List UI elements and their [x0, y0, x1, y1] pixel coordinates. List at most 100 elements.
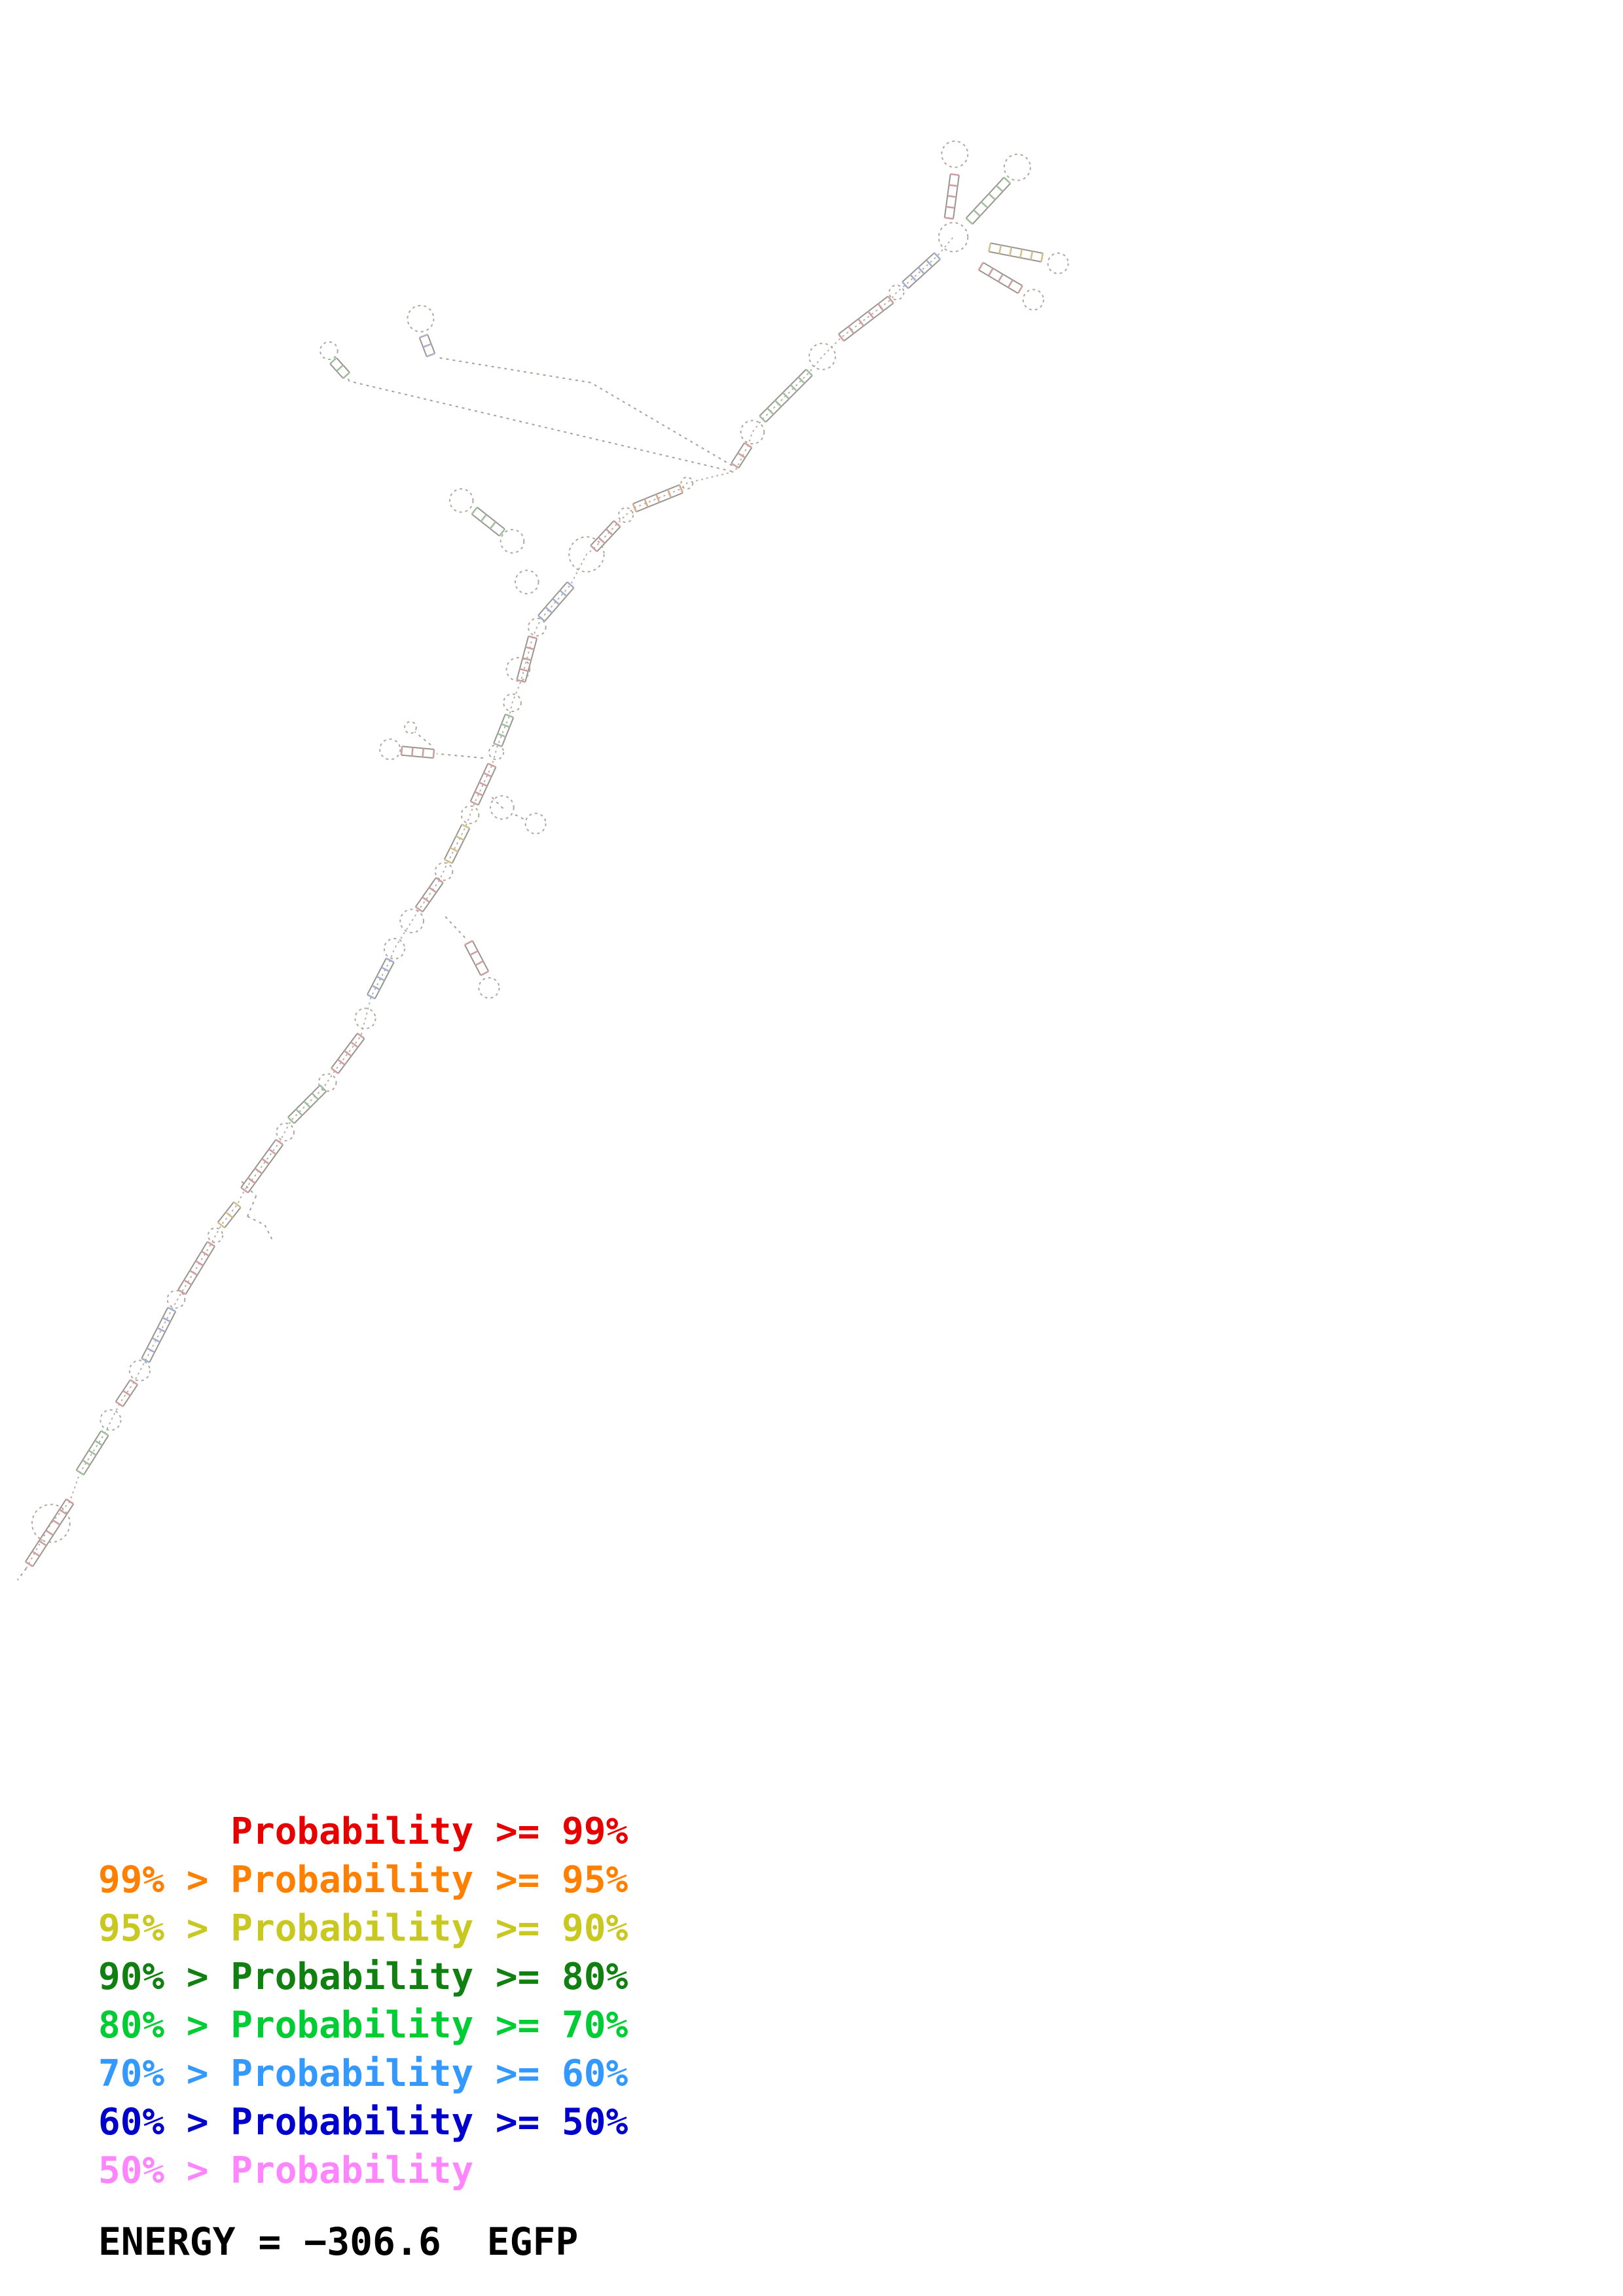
loop-circle: [1022, 289, 1044, 311]
base-pair-rung: [545, 606, 553, 614]
base-pair-rung: [247, 1177, 256, 1184]
loop-circle: [383, 937, 405, 960]
base-pair-rung: [240, 1187, 249, 1194]
single-strand-line: [16, 1568, 27, 1581]
base-pair-rung: [38, 1540, 47, 1547]
base-pair-rung: [767, 407, 775, 416]
base-pair-rung: [329, 357, 337, 365]
helix-strand: [596, 526, 621, 552]
base-pair-rung: [877, 303, 884, 312]
base-pair-rung: [598, 536, 606, 544]
helix-strand: [989, 251, 1042, 262]
base-pair-rung: [367, 994, 376, 999]
base-pair-rung: [1003, 177, 1012, 185]
base-pair-rung: [552, 598, 560, 605]
base-pair-rung: [469, 950, 479, 956]
base-pair-rung: [997, 274, 1004, 282]
base-pair-rung: [25, 1560, 33, 1568]
loop-circle: [403, 721, 417, 734]
helix-strand: [122, 1384, 138, 1407]
helix-strand: [590, 520, 615, 547]
single-strand-line: [246, 1195, 257, 1217]
single-strand-line: [491, 797, 504, 810]
energy-label: ENERGY = −306.6 EGFP: [98, 2219, 579, 2264]
rna-backbone: [26, 236, 954, 1569]
helix-strand: [990, 242, 1044, 254]
base-pair-rung: [497, 732, 506, 738]
base-pair-rung: [151, 1337, 160, 1343]
base-pair-rung: [94, 1440, 103, 1446]
base-pair-rung: [945, 206, 955, 209]
base-pair-rung: [678, 484, 684, 493]
legend-line-2: 95% > Probability >= 90%: [98, 1907, 629, 1950]
base-pair-rung: [528, 635, 538, 639]
base-pair-rung: [464, 940, 473, 946]
base-pair-rung: [655, 493, 661, 503]
base-pair-rung: [201, 1250, 210, 1257]
single-strand-line: [439, 357, 591, 384]
helix-strand: [972, 183, 1011, 225]
legend-line-0: Probability >= 99%: [98, 1810, 629, 1853]
base-pair-rung: [115, 1401, 124, 1407]
helix-strand: [141, 1307, 169, 1359]
loop-circle: [527, 617, 547, 637]
base-pair-rung: [837, 333, 845, 342]
legend-line-5: 70% > Probability >= 60%: [98, 2053, 629, 2095]
base-pair-rung: [731, 462, 739, 469]
base-pair-rung: [162, 1317, 171, 1323]
loop-circle: [1047, 252, 1069, 274]
loop-circle: [500, 529, 525, 554]
base-pair-rung: [254, 1168, 263, 1175]
base-pair-rung: [790, 384, 797, 392]
base-pair-rung: [88, 1450, 97, 1456]
base-pair-rung: [498, 528, 506, 537]
base-pair-rung: [644, 498, 649, 508]
base-pair-rung: [470, 800, 479, 806]
loop-circle: [448, 488, 474, 513]
helix-strand: [149, 1311, 177, 1363]
loop-circle: [505, 656, 531, 682]
base-pair-rung: [988, 243, 992, 252]
base-pair-rung: [944, 217, 954, 220]
loop-circle: [407, 304, 435, 332]
loop-circle: [617, 507, 634, 524]
base-pair-rung: [902, 281, 909, 289]
helix-strand: [464, 944, 482, 976]
base-pair-rung: [613, 520, 621, 528]
helix-strand: [240, 1139, 277, 1189]
helix-strand: [402, 745, 435, 750]
loop-circle: [514, 569, 539, 594]
base-pair-rung: [474, 791, 483, 797]
base-pair-rung: [774, 399, 782, 408]
base-pair-rung: [206, 1241, 215, 1247]
base-pair-rung: [590, 545, 598, 552]
base-pair-rung: [1007, 279, 1013, 288]
helix-strand: [401, 754, 433, 759]
base-pair-rung: [141, 1357, 150, 1363]
base-pair-rung: [386, 957, 395, 963]
base-pair-rung: [400, 746, 403, 755]
base-pair-rung: [432, 749, 435, 759]
base-pair-rung: [303, 1100, 311, 1108]
base-pair-rung: [189, 1270, 198, 1276]
loop-circle: [460, 805, 480, 825]
base-pair-rung: [1030, 251, 1034, 260]
base-pair-rung: [268, 1148, 277, 1155]
base-pair-rung: [980, 201, 989, 209]
base-pair-rung: [422, 343, 432, 348]
base-pair-rung: [1017, 285, 1023, 294]
loop-circle: [100, 1409, 122, 1431]
base-pair-rung: [480, 970, 489, 977]
loop-circle: [166, 1289, 186, 1309]
base-pair-rung: [225, 1211, 234, 1219]
base-pair-rung: [233, 1201, 242, 1208]
base-pair-rung: [167, 1306, 176, 1312]
helix-strand: [838, 295, 889, 335]
loop-circle: [888, 284, 905, 300]
loop-circle: [319, 341, 338, 361]
base-pair-rung: [82, 1460, 91, 1466]
base-pair-rung: [480, 514, 487, 522]
base-pair-rung: [217, 1221, 225, 1229]
base-pair-rung: [759, 415, 767, 423]
